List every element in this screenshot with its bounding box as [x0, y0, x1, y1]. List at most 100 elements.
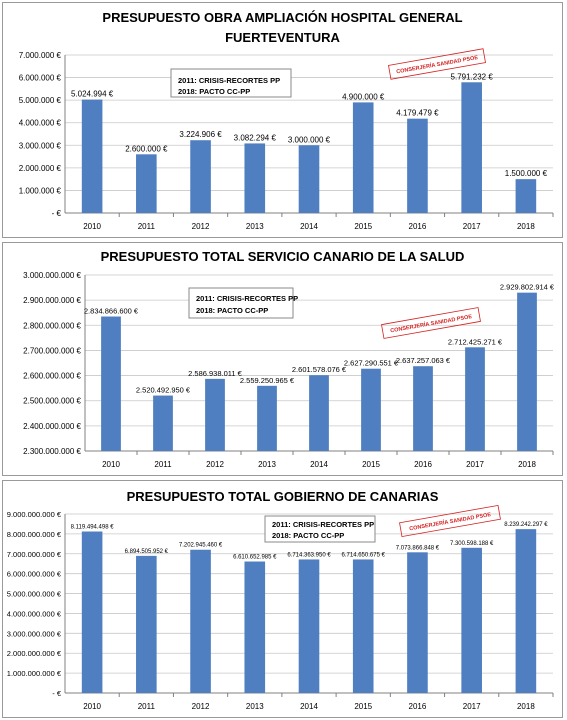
- stamp-frame: [381, 307, 481, 339]
- data-label: 7.202.945.460 €: [179, 543, 223, 549]
- stamp-text: CONSERJERÍA SANIDAD PSOE: [390, 312, 473, 334]
- bar-2017: [461, 547, 482, 693]
- x-tick-label: 2011: [138, 702, 156, 711]
- data-label: 6.894.505.952 €: [125, 549, 169, 555]
- x-tick-label: 2013: [246, 702, 264, 711]
- note-box-frame: [188, 287, 294, 319]
- y-tick-label: 7.000.000.000 €: [7, 550, 62, 559]
- x-tick-label: 2012: [206, 460, 224, 469]
- bar-2012: [190, 549, 211, 693]
- data-label: 2.600.000 €: [125, 144, 168, 153]
- x-tick-label: 2017: [463, 222, 481, 231]
- bar-2015: [352, 559, 374, 693]
- x-tick-label: 2010: [102, 460, 120, 469]
- chart-servicio-canario-salud: PRESUPUESTO TOTAL SERVICIO CANARIO DE LA…: [23, 249, 555, 469]
- data-label: 2.559.250.965 €: [240, 376, 295, 385]
- y-tick-label: 1.000.000.000 €: [7, 669, 62, 678]
- bar-2018: [515, 529, 537, 693]
- bar-2013: [244, 561, 266, 693]
- chart-title-line: PRESUPUESTO TOTAL SERVICIO CANARIO DE LA…: [101, 249, 465, 264]
- bar-2015: [361, 368, 381, 451]
- y-tick-label: 2.800.000.000 €: [23, 321, 81, 330]
- data-label: 1.500.000 €: [505, 169, 548, 178]
- bar-2014: [298, 559, 320, 693]
- y-tick-label: 1.000.000 €: [19, 186, 62, 195]
- x-tick-label: 2012: [192, 222, 210, 231]
- note-line: 2018: PACTO CC-PP: [178, 87, 250, 96]
- y-tick-label: 3.000.000.000 €: [23, 271, 81, 280]
- bar-2017: [461, 82, 482, 213]
- x-tick-label: 2014: [300, 222, 318, 231]
- bar-2010: [81, 99, 103, 213]
- note-box-frame: [170, 68, 292, 98]
- y-tick-label: 2.500.000.000 €: [23, 397, 81, 406]
- x-tick-label: 2016: [409, 702, 427, 711]
- data-label: 7.073.866.848 €: [396, 545, 440, 551]
- y-tick-label: - €: [52, 689, 62, 698]
- y-tick-label: 6.000.000.000 €: [7, 570, 62, 579]
- y-tick-label: 4.000.000.000 €: [7, 609, 62, 618]
- bar-2014: [298, 145, 320, 213]
- bar-2011: [136, 555, 157, 693]
- data-label: 3.224.906 €: [179, 130, 222, 139]
- note-box-frame: [264, 515, 376, 543]
- x-tick-label: 2018: [517, 222, 535, 231]
- x-tick-label: 2011: [154, 460, 172, 469]
- bar-2018: [515, 179, 537, 213]
- y-tick-label: 2.400.000.000 €: [23, 422, 81, 431]
- data-label: 2.637.257.063 €: [396, 356, 451, 365]
- note-line: 2011: CRISIS-RECORTES PP: [178, 76, 280, 85]
- data-label: 3.082.294 €: [234, 133, 277, 142]
- data-label: 6.610.652.985 €: [233, 555, 277, 561]
- y-tick-label: - €: [52, 209, 62, 218]
- data-label: 2.834.866.600 €: [84, 307, 139, 316]
- x-tick-label: 2014: [310, 460, 328, 469]
- stamp: CONSERJERÍA SANIDAD PSOE: [399, 504, 501, 538]
- chart-gobierno-canarias: PRESUPUESTO TOTAL GOBIERNO DE CANARIAS - …: [7, 489, 554, 711]
- data-label: 5.791.232 €: [451, 72, 494, 81]
- data-label: 2.627.290.551 €: [344, 359, 399, 368]
- stamp: CONSERJERÍA SANIDAD PSOE: [381, 307, 481, 339]
- bar-2011: [153, 395, 173, 451]
- y-tick-label: 5.000.000 €: [19, 96, 62, 105]
- y-tick-label: 6.000.000 €: [19, 74, 62, 83]
- data-label: 2.712.425.271 €: [448, 337, 503, 346]
- y-tick-label: 2.700.000.000 €: [23, 346, 81, 355]
- data-label: 5.024.994 €: [71, 90, 114, 99]
- data-label: 6.714.650.675 €: [342, 552, 386, 558]
- note-line: 2018: PACTO CC-PP: [196, 306, 268, 315]
- bar-2013: [257, 385, 277, 451]
- data-label: 3.000.000 €: [288, 135, 331, 144]
- bar-2016: [407, 552, 428, 693]
- x-tick-label: 2017: [466, 460, 484, 469]
- x-tick-label: 2017: [463, 702, 481, 711]
- x-tick-label: 2015: [354, 222, 372, 231]
- note-line: 2011: CRISIS-RECORTES PP: [196, 294, 298, 303]
- data-label: 2.520.492.950 €: [136, 386, 191, 395]
- data-label: 4.179.479 €: [396, 109, 439, 118]
- chart-title-line: PRESUPUESTO TOTAL GOBIERNO DE CANARIAS: [127, 489, 439, 504]
- x-tick-label: 2016: [409, 222, 427, 231]
- x-tick-label: 2018: [518, 460, 536, 469]
- chart-panel-hospital-fuerteventura: PRESUPUESTO OBRA AMPLIACIÓN HOSPITAL GEN…: [2, 2, 563, 238]
- chart-panel-gobierno-canarias: PRESUPUESTO TOTAL GOBIERNO DE CANARIAS - …: [2, 480, 563, 718]
- note-box: 2011: CRISIS-RECORTES PP 2018: PACTO CC-P…: [170, 68, 292, 98]
- x-tick-label: 2010: [83, 702, 101, 711]
- bar-2012: [190, 140, 211, 213]
- x-tick-label: 2015: [354, 702, 372, 711]
- x-tick-label: 2016: [414, 460, 432, 469]
- x-tick-label: 2013: [258, 460, 276, 469]
- y-tick-label: 7.000.000 €: [19, 51, 62, 60]
- data-label: 2.586.938.011 €: [188, 369, 242, 378]
- bar-2017: [465, 347, 485, 451]
- x-tick-label: 2018: [517, 702, 535, 711]
- note-box: 2011: CRISIS-RECORTES PP 2018: PACTO CC-P…: [188, 287, 298, 319]
- bar-2010: [81, 531, 103, 693]
- y-tick-label: 3.000.000 €: [19, 141, 62, 150]
- chart-title-line: FUERTEVENTURA: [225, 30, 340, 45]
- y-tick-label: 3.000.000.000 €: [7, 629, 62, 638]
- y-tick-label: 5.000.000.000 €: [7, 590, 62, 599]
- stamp-frame: [388, 48, 486, 80]
- y-tick-label: 2.900.000.000 €: [23, 296, 81, 305]
- x-tick-label: 2013: [246, 222, 264, 231]
